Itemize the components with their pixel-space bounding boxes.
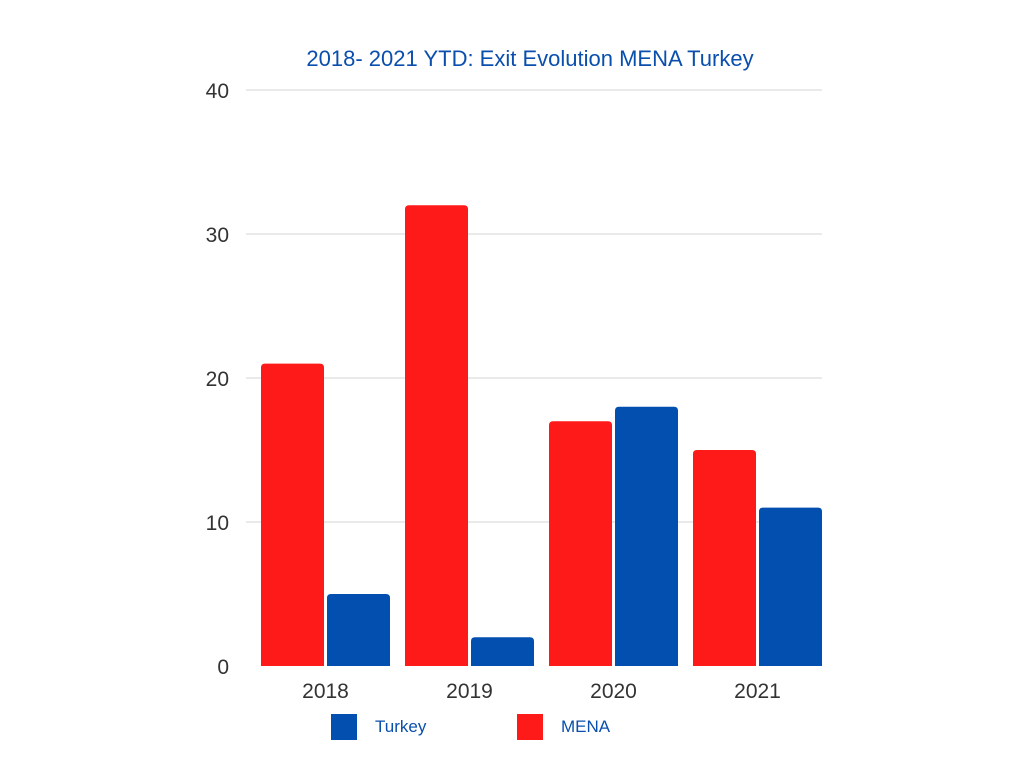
y-tick-label: 40	[206, 80, 229, 103]
x-tick-label: 2020	[590, 680, 637, 703]
bar-mena-2018	[261, 363, 324, 666]
x-tick-label: 2021	[734, 680, 781, 703]
bar-mena-2021	[693, 450, 756, 666]
y-tick-label: 30	[206, 224, 229, 247]
bar-mena-2019	[405, 205, 468, 666]
y-tick-label: 0	[217, 656, 229, 679]
y-tick-label: 20	[206, 368, 229, 391]
bars	[261, 205, 822, 666]
x-axis-ticks: 2018 2019 2020 2021	[302, 680, 781, 703]
bar-turkey-2019	[471, 637, 534, 666]
legend-label-turkey: Turkey	[375, 717, 427, 736]
x-tick-label: 2018	[302, 680, 349, 703]
chart-title: 2018- 2021 YTD: Exit Evolution MENA Turk…	[306, 46, 754, 71]
legend-item-turkey: Turkey	[331, 713, 426, 741]
legend-swatch-turkey	[331, 714, 357, 740]
legend-item-mena: MENA	[517, 713, 610, 741]
bar-turkey-2021	[759, 507, 822, 666]
legend-swatch-mena	[517, 714, 543, 740]
x-tick-label: 2019	[446, 680, 493, 703]
y-axis-ticks: 0 10 20 30 40	[206, 80, 229, 679]
bar-turkey-2018	[327, 594, 390, 666]
bar-turkey-2020	[615, 406, 678, 666]
legend-label-mena: MENA	[561, 717, 611, 736]
y-tick-label: 10	[206, 512, 229, 535]
bar-mena-2020	[549, 421, 612, 666]
